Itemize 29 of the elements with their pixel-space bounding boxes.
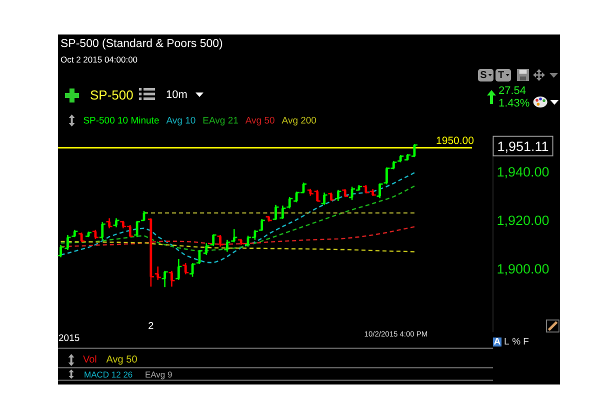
y-tick-label: 1,920.00 xyxy=(496,212,550,228)
chart-title: SP-500 (Standard & Poors 500) xyxy=(60,38,224,50)
text: 2015 xyxy=(58,333,80,344)
y-tick-label: 1,940.00 xyxy=(496,164,550,180)
text: SP-500 xyxy=(90,88,134,102)
text: Avg 200 xyxy=(282,115,316,126)
line-series xyxy=(60,172,416,264)
text: Avg 50 xyxy=(245,115,275,126)
text: T xyxy=(498,70,504,81)
y-tick-label: 1,900.00 xyxy=(496,261,550,276)
text: % xyxy=(512,336,522,348)
text: F xyxy=(523,336,530,348)
text: 1,951.11 xyxy=(497,138,549,154)
text: Vol xyxy=(83,354,97,366)
text: SP-500 10 Minute xyxy=(83,115,160,126)
text: Avg 10 xyxy=(166,115,196,126)
text: S xyxy=(480,70,488,81)
x-tick-label: 2 xyxy=(148,321,154,332)
text: 1.43% xyxy=(498,98,530,110)
text: Avg 50 xyxy=(106,354,138,366)
text: EAvg 21 xyxy=(202,115,238,126)
text: MACD 12 26 xyxy=(84,370,133,380)
ref-line-label: 1950.00 xyxy=(436,134,474,147)
text: L xyxy=(504,336,510,348)
text: 27.54 xyxy=(498,85,526,97)
text: EAvg 9 xyxy=(145,370,173,380)
chart-subtitle: Oct 2 2015 04:00:00 xyxy=(60,54,138,64)
text: 10m xyxy=(166,89,188,101)
line-series xyxy=(60,185,416,252)
